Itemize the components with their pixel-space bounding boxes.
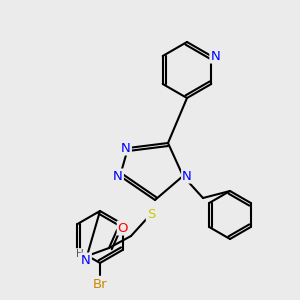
Text: N: N <box>210 50 220 62</box>
Text: N: N <box>182 169 192 182</box>
Text: S: S <box>147 208 155 220</box>
Text: N: N <box>121 142 131 154</box>
Text: N: N <box>113 169 123 182</box>
Text: Br: Br <box>93 278 107 292</box>
Text: N: N <box>81 254 91 266</box>
Text: O: O <box>118 221 128 235</box>
Text: H: H <box>76 249 84 259</box>
